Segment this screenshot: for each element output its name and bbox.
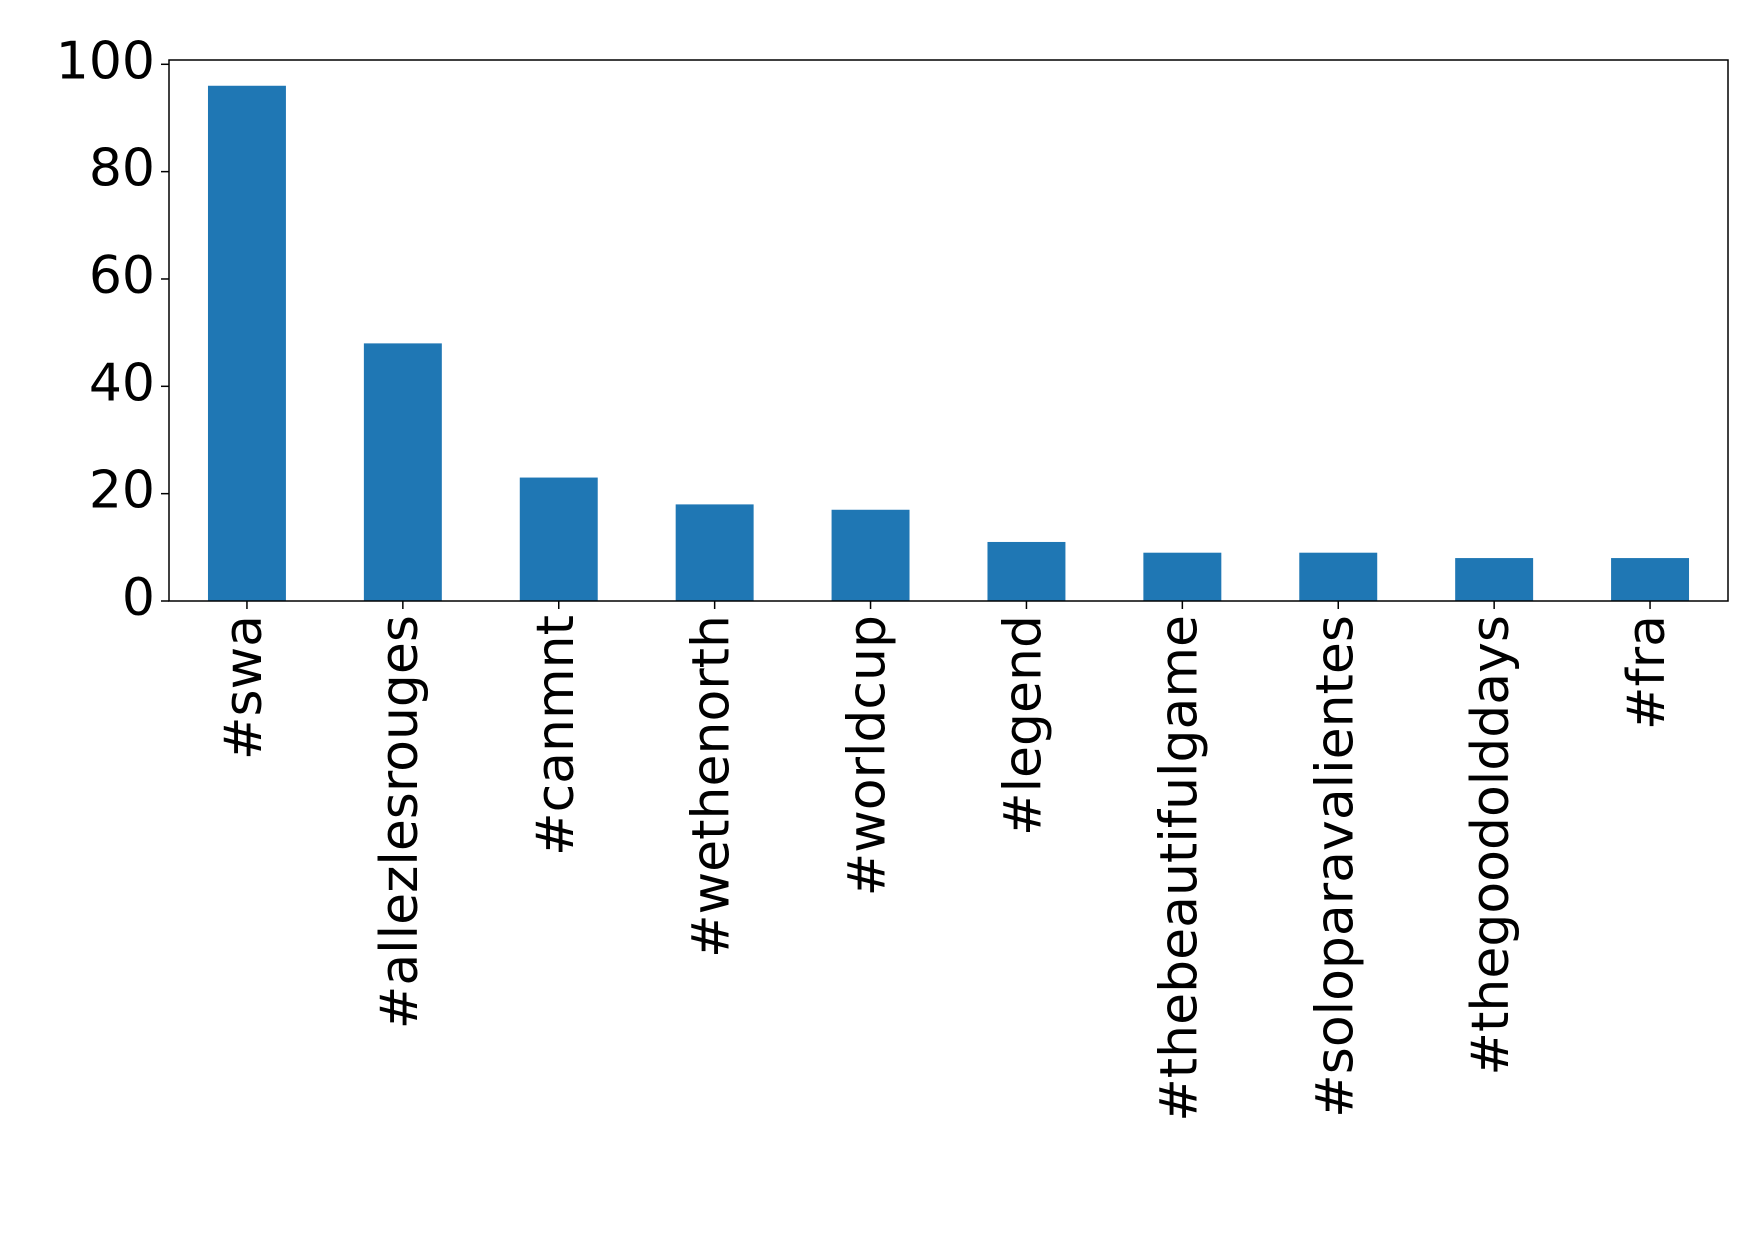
y-tick-label: 0 bbox=[122, 568, 155, 628]
x-tick-label: #allezlesrouges bbox=[370, 615, 430, 1029]
bar bbox=[987, 541, 1066, 601]
x-tick-label: #thebeautifulgame bbox=[1149, 615, 1209, 1122]
axes-frame bbox=[168, 59, 1729, 602]
x-tick-label: #thegoodolddays bbox=[1461, 615, 1521, 1076]
x-tick-label: #soloparavalientes bbox=[1305, 615, 1365, 1118]
x-tick-label: #canmnt bbox=[526, 615, 586, 856]
y-tick-label: 60 bbox=[89, 246, 155, 306]
bar bbox=[207, 85, 286, 601]
x-tick-label: #wethenorth bbox=[682, 615, 742, 958]
x-tick-label: #worldcup bbox=[838, 615, 898, 896]
x-tick-label: #swa bbox=[214, 615, 274, 760]
y-tick-label: 20 bbox=[89, 461, 155, 521]
bar bbox=[1299, 552, 1378, 601]
y-tick-label: 40 bbox=[89, 353, 155, 413]
bar bbox=[675, 504, 754, 601]
bar bbox=[1143, 552, 1222, 601]
y-tick-label: 80 bbox=[89, 139, 155, 199]
bar bbox=[1455, 558, 1534, 601]
x-tick-label: #fra bbox=[1617, 615, 1677, 730]
bar bbox=[519, 477, 598, 601]
bar bbox=[363, 343, 442, 601]
bar bbox=[831, 509, 910, 601]
bar bbox=[1611, 558, 1690, 601]
y-tick-label: 100 bbox=[56, 31, 155, 91]
x-tick-label: #legend bbox=[993, 615, 1053, 836]
